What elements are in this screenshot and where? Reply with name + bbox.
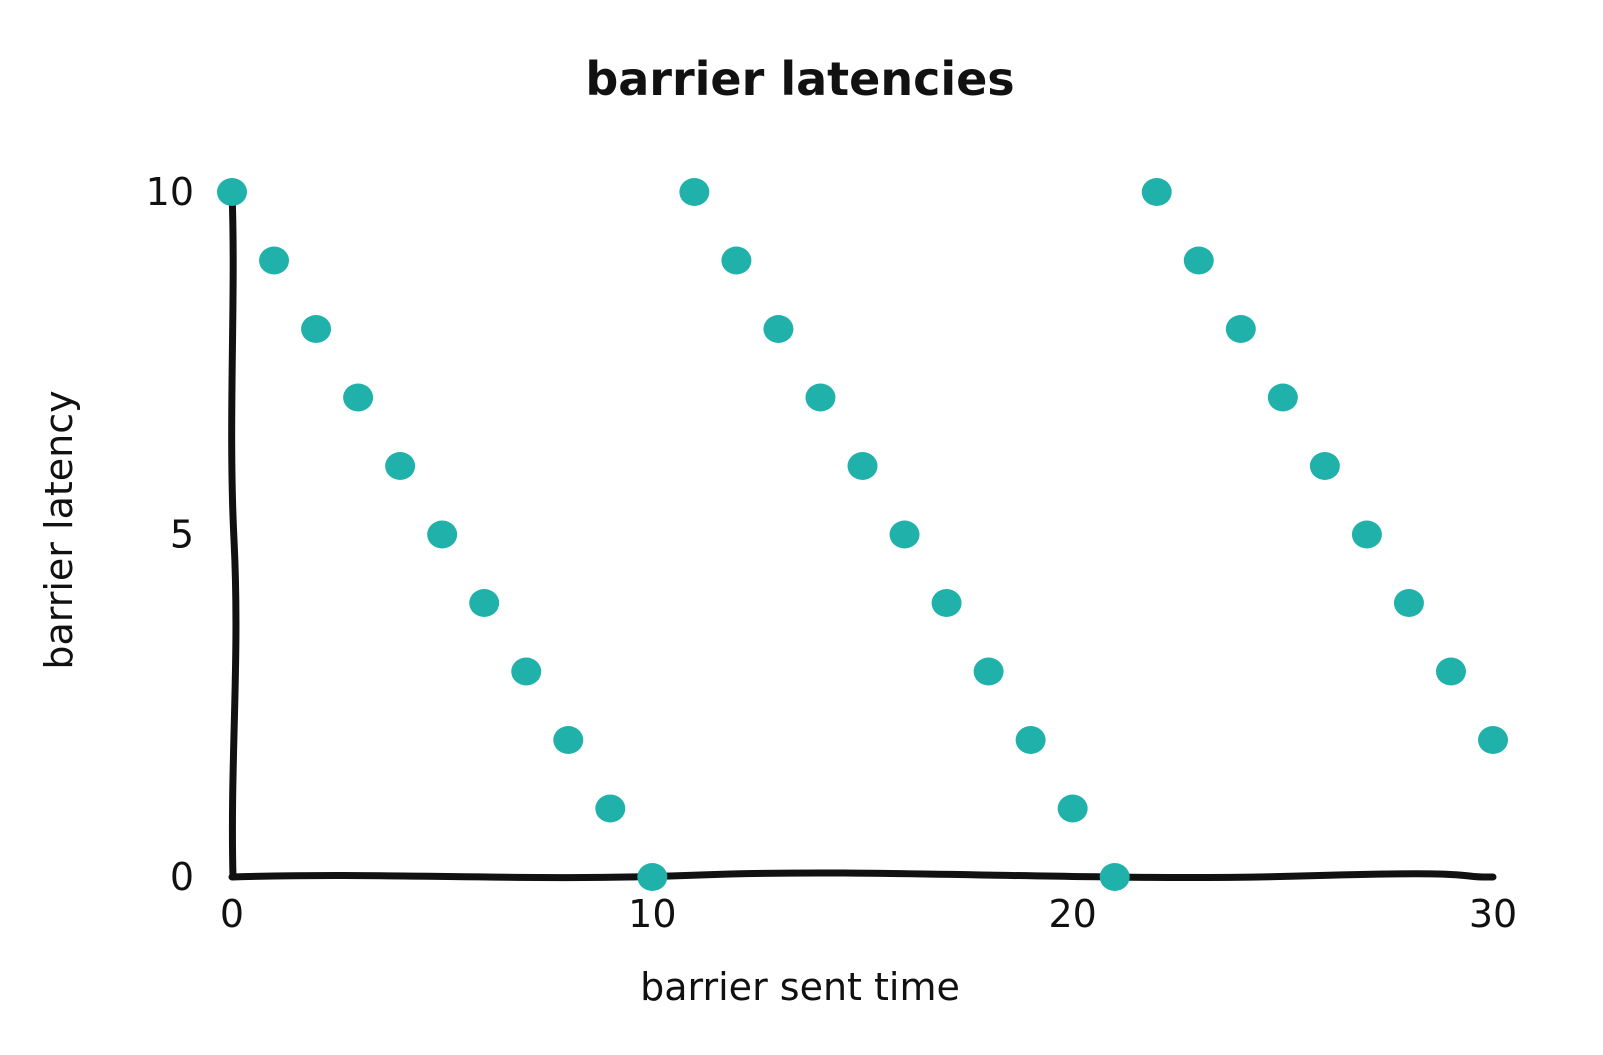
x-axis-line [228, 869, 1497, 882]
y-axis-label: barrier latency [37, 390, 81, 669]
chart-title: barrier latencies [585, 52, 1014, 106]
data-point [385, 452, 416, 480]
x-tick-labels: 0 10 20 30 [220, 892, 1517, 936]
data-point [1267, 383, 1298, 412]
data-point [511, 657, 542, 686]
data-point [1351, 520, 1382, 549]
data-point [1099, 863, 1130, 891]
data-point [721, 246, 752, 275]
y-tick-labels: 0 5 10 [146, 170, 194, 899]
data-point [595, 794, 626, 823]
y-axis-line [228, 188, 240, 881]
data-point [889, 520, 920, 549]
y-tick-label: 5 [170, 513, 194, 557]
data-point [805, 383, 836, 412]
data-point [469, 589, 500, 617]
data-point [931, 589, 962, 617]
y-tick-label: 10 [146, 170, 194, 214]
x-tick-label: 10 [628, 892, 676, 936]
data-point [1141, 178, 1172, 206]
data-point [1183, 246, 1214, 275]
x-axis-label: barrier sent time [640, 965, 960, 1009]
data-point [1478, 726, 1508, 754]
data-point [217, 178, 247, 206]
data-point [637, 863, 668, 891]
x-tick-label: 30 [1469, 892, 1517, 936]
data-point [1309, 452, 1340, 480]
data-point [553, 726, 584, 754]
data-point [1393, 589, 1424, 617]
data-point [973, 657, 1004, 686]
data-point [1225, 315, 1256, 343]
data-points [217, 178, 1508, 891]
data-point [343, 383, 374, 412]
y-tick-label: 0 [170, 855, 194, 899]
data-point [301, 315, 332, 343]
data-point [1015, 726, 1046, 754]
data-point [427, 520, 458, 549]
data-point [1057, 794, 1088, 823]
x-tick-label: 0 [220, 892, 244, 936]
data-point [259, 246, 290, 275]
data-point [1435, 657, 1466, 686]
data-point [847, 452, 878, 480]
data-point [763, 315, 794, 343]
x-tick-label: 20 [1048, 892, 1096, 936]
data-point [679, 178, 710, 206]
